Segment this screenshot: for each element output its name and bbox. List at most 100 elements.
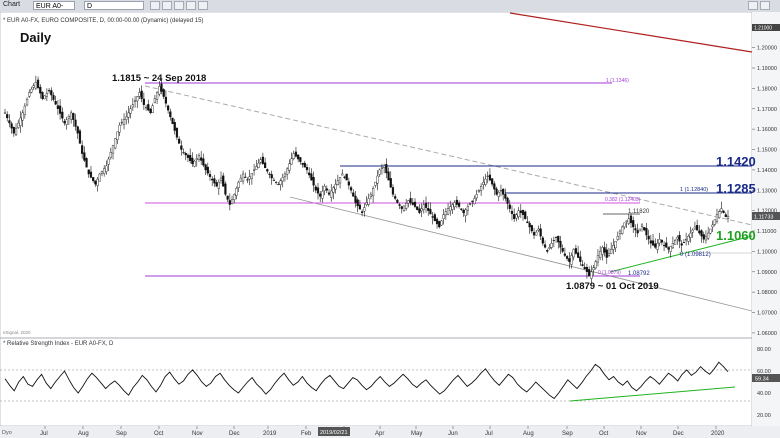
- candle: [290, 152, 293, 165]
- candle: [105, 160, 108, 175]
- candle: [167, 104, 170, 114]
- rsi-y-tick-label: 40.00: [757, 391, 771, 397]
- x-tick-label: Jun: [448, 431, 458, 437]
- candle: [601, 245, 604, 261]
- candle: [475, 189, 478, 202]
- candle: [713, 219, 716, 227]
- candle: [70, 110, 73, 124]
- x-tick-label: Dec: [229, 431, 240, 437]
- candle: [158, 81, 161, 97]
- candle: [689, 226, 692, 243]
- candle: [184, 151, 187, 161]
- level-label-1-1060: 1.1060: [716, 228, 756, 243]
- y-tick-label: 1.07000: [757, 311, 777, 317]
- candle: [605, 243, 608, 264]
- window-close-button[interactable]: [760, 1, 770, 10]
- candle: [433, 212, 436, 222]
- candle: [270, 170, 273, 185]
- candle: [272, 177, 276, 182]
- candle: [504, 188, 507, 202]
- candle: [114, 138, 117, 150]
- fib-label-0-0981: 0 (1.09812): [680, 252, 711, 258]
- candle: [345, 173, 348, 181]
- candle: [171, 117, 174, 125]
- x-tick-label: Oct: [154, 431, 164, 437]
- candle: [248, 169, 251, 186]
- candle: [92, 177, 95, 183]
- window-minimize-button[interactable]: [748, 1, 758, 10]
- candle: [429, 202, 432, 215]
- candle: [711, 220, 714, 233]
- candle: [228, 193, 231, 211]
- candle: [640, 223, 644, 232]
- candle: [330, 183, 333, 202]
- candle: [389, 171, 392, 189]
- chart-title: Daily: [20, 30, 52, 45]
- toolbar-button-4[interactable]: [186, 1, 196, 10]
- fib-label-1-1284: 1 (1.12840): [680, 187, 708, 193]
- candle: [215, 179, 218, 187]
- candle: [21, 109, 24, 128]
- toolbar-button-1[interactable]: [150, 1, 160, 10]
- candle: [446, 203, 450, 216]
- toolbar-button-3[interactable]: [174, 1, 184, 10]
- y-tick-label: 1.14000: [757, 168, 777, 174]
- candle: [643, 227, 646, 232]
- current-price-tag: [752, 212, 780, 220]
- candle: [565, 254, 569, 261]
- candle: [259, 157, 262, 165]
- candle: [303, 160, 306, 168]
- x-tick-label: Jul: [40, 431, 48, 437]
- symbol-input[interactable]: EUR A0-FX: [33, 1, 75, 19]
- candle: [568, 252, 571, 269]
- candle: [354, 190, 357, 208]
- candle: [131, 98, 134, 111]
- candle: [107, 156, 110, 172]
- candle: [32, 83, 35, 90]
- candle: [682, 238, 686, 244]
- candle: [685, 232, 688, 246]
- toolbar-button-5[interactable]: [198, 1, 208, 10]
- candle: [649, 234, 652, 249]
- candle: [698, 225, 701, 236]
- candle: [264, 157, 267, 169]
- candle: [634, 224, 637, 238]
- level-label-1-0879: 1.0879 ~ 01 Oct 2019: [566, 281, 659, 292]
- candle: [607, 247, 611, 258]
- candle: [391, 184, 395, 198]
- candle: [563, 247, 566, 258]
- candle: [508, 199, 511, 213]
- candle: [596, 249, 600, 267]
- y-tick-label: 1.16000: [757, 127, 777, 133]
- candle: [100, 170, 104, 177]
- interval-select[interactable]: D: [84, 1, 144, 10]
- candle: [718, 209, 721, 219]
- top-price-tag: [752, 24, 780, 31]
- candle: [111, 144, 115, 160]
- candle: [466, 203, 469, 216]
- candle: [493, 181, 496, 196]
- candle: [651, 233, 655, 246]
- candle: [453, 200, 456, 210]
- candle: [3, 108, 7, 114]
- candle: [431, 211, 434, 225]
- candle: [647, 229, 650, 245]
- candle: [409, 191, 412, 206]
- candle: [669, 245, 672, 258]
- candle: [325, 185, 328, 193]
- candle: [687, 234, 690, 246]
- candle: [594, 259, 597, 270]
- candle: [363, 203, 366, 217]
- candle: [515, 212, 518, 222]
- fib-label-top: 1 (1.1346): [606, 78, 629, 84]
- candle: [334, 179, 337, 194]
- candle: [502, 188, 505, 201]
- candle: [715, 208, 719, 224]
- candle: [570, 252, 573, 269]
- candle: [81, 140, 84, 159]
- candle: [197, 153, 201, 163]
- candle: [138, 87, 141, 100]
- toolbar-button-2[interactable]: [162, 1, 172, 10]
- candle: [486, 171, 489, 184]
- x-tick-label: Sep: [562, 431, 573, 437]
